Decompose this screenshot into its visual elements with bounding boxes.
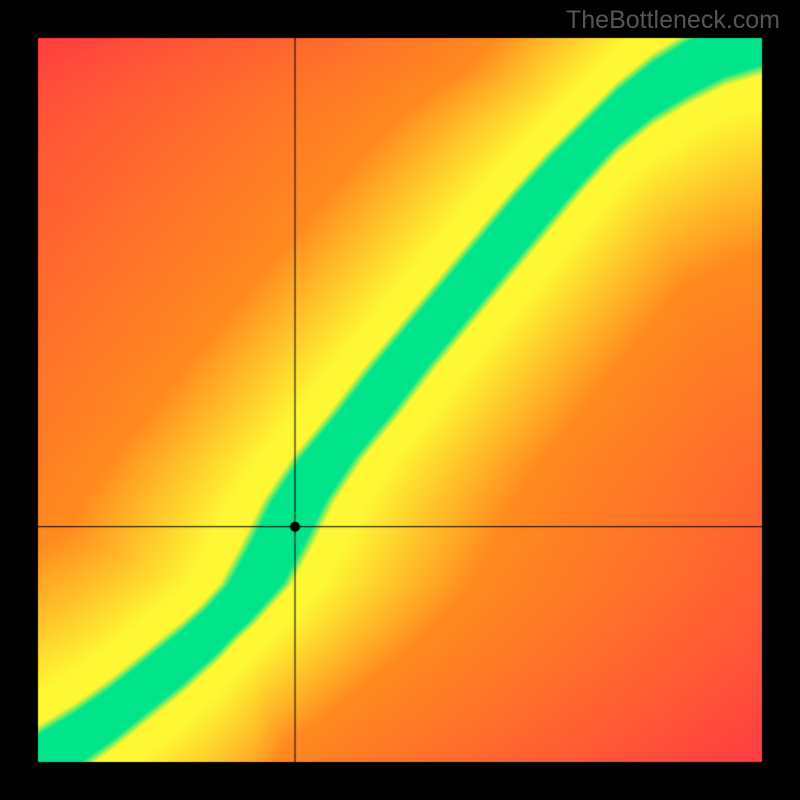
chart-container: TheBottleneck.com (0, 0, 800, 800)
watermark-text: TheBottleneck.com (566, 6, 780, 35)
heatmap-canvas (0, 0, 800, 800)
